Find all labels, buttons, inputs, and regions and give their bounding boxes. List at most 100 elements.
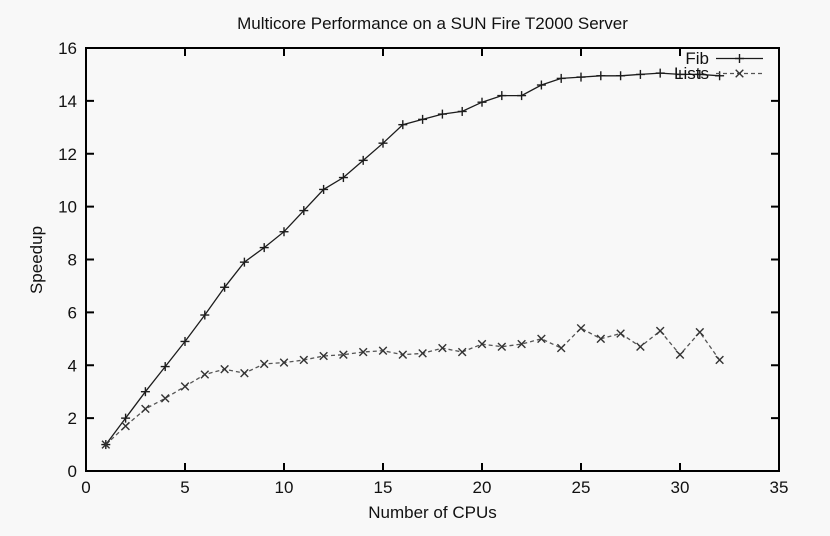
- lists-marker: [378, 346, 388, 356]
- fib-marker: [715, 71, 725, 81]
- lists-marker: [339, 350, 348, 359]
- lists-marker: [240, 368, 249, 378]
- lists-marker: [160, 394, 170, 403]
- lists-marker: [576, 323, 586, 333]
- fib-marker: [596, 71, 606, 81]
- fib-marker: [576, 72, 586, 82]
- y-tick-label-10: 10: [58, 198, 77, 217]
- fib-marker: [319, 184, 329, 194]
- fib-marker: [418, 114, 428, 124]
- fib-marker: [338, 173, 348, 183]
- lists-marker: [418, 349, 427, 358]
- y-tick-label-2: 2: [68, 409, 77, 428]
- fib-marker: [655, 68, 665, 78]
- fib-marker: [259, 243, 269, 253]
- fib-marker: [477, 97, 487, 107]
- x-axis-ticks: 0 5 10 15 20 25 30 35: [81, 48, 788, 497]
- lists-marker: [537, 334, 546, 344]
- fib-marker: [180, 336, 190, 346]
- x-tick-label-20: 20: [473, 478, 492, 497]
- fib-marker: [536, 80, 546, 90]
- y-tick-label-4: 4: [68, 356, 77, 375]
- x-tick-label-25: 25: [572, 478, 591, 497]
- lists-marker: [715, 355, 724, 365]
- fib-marker: [457, 106, 467, 116]
- lists-marker: [556, 343, 566, 353]
- fib-marker: [556, 73, 566, 83]
- legend-sample-fib: [716, 54, 763, 63]
- lists-marker: [200, 370, 210, 379]
- lists-marker: [616, 329, 625, 338]
- y-tick-label-14: 14: [58, 92, 77, 111]
- legend-entry-lists: Lists: [674, 64, 763, 83]
- fib-marker: [437, 109, 447, 119]
- fib-legend-marker: [735, 54, 744, 63]
- y-tick-label-6: 6: [68, 303, 77, 322]
- lists-marker: [655, 326, 665, 336]
- lists-series-line: [105, 327, 721, 446]
- fib-marker: [695, 69, 705, 79]
- fib-marker: [358, 155, 368, 165]
- fib-marker: [299, 206, 309, 216]
- fib-marker: [239, 257, 249, 267]
- plot-border: [85, 47, 780, 472]
- lists-marker: [398, 350, 408, 359]
- lists-marker: [299, 355, 309, 365]
- lists-marker: [438, 343, 447, 353]
- y-tick-label-12: 12: [58, 145, 77, 164]
- y-axis-label: Speedup: [27, 225, 46, 295]
- fib-series-line: [105, 72, 720, 445]
- lists-series-markers: [101, 323, 724, 449]
- fib-marker: [200, 310, 210, 320]
- lists-marker: [675, 350, 685, 359]
- fib-marker: [160, 362, 170, 372]
- lists-marker: [220, 364, 229, 374]
- lists-marker: [636, 342, 645, 352]
- x-axis-label: Number of CPUs: [368, 503, 497, 522]
- legend-sample-lists: [716, 69, 763, 78]
- lists-legend-marker: [735, 69, 744, 78]
- lists-marker: [180, 382, 190, 391]
- fib-marker: [675, 69, 685, 79]
- x-tick-label-0: 0: [81, 478, 90, 497]
- fib-marker: [279, 227, 289, 237]
- fib-series-markers: [101, 68, 725, 450]
- fib-marker: [140, 387, 150, 397]
- fib-marker: [517, 91, 527, 101]
- lists-marker: [695, 327, 705, 337]
- x-tick-label-15: 15: [374, 478, 393, 497]
- x-tick-label-35: 35: [770, 478, 789, 497]
- x-tick-label-30: 30: [671, 478, 690, 497]
- legend-label-lists: Lists: [674, 64, 709, 83]
- chart-title: Multicore Performance on a SUN Fire T200…: [237, 14, 628, 33]
- lists-marker: [358, 347, 368, 357]
- lists-marker: [259, 359, 269, 369]
- legend-label-fib: Fib: [685, 49, 709, 68]
- lists-marker: [457, 347, 467, 357]
- lists-marker: [141, 404, 150, 414]
- fib-marker: [121, 413, 131, 423]
- x-tick-label-10: 10: [275, 478, 294, 497]
- lists-marker: [517, 339, 526, 349]
- lists-marker: [279, 358, 289, 367]
- fib-marker: [616, 71, 626, 81]
- legend-entry-fib: Fib: [685, 49, 763, 68]
- lists-marker: [319, 351, 328, 361]
- lists-marker: [596, 334, 606, 344]
- x-tick-label-5: 5: [180, 478, 189, 497]
- lists-marker: [101, 440, 111, 449]
- lists-marker: [477, 339, 487, 349]
- fib-marker: [635, 69, 645, 79]
- lists-marker: [497, 342, 507, 352]
- lists-marker: [121, 421, 130, 431]
- fib-marker: [378, 138, 388, 148]
- y-tick-label-0: 0: [68, 462, 77, 481]
- fib-marker: [398, 120, 408, 130]
- y-tick-label-8: 8: [68, 251, 77, 270]
- fib-marker: [497, 91, 507, 101]
- fib-marker: [220, 282, 230, 292]
- y-tick-label-16: 16: [58, 39, 77, 58]
- y-axis-ticks: 0 2 4 6 8 10 12 14 16: [58, 39, 779, 481]
